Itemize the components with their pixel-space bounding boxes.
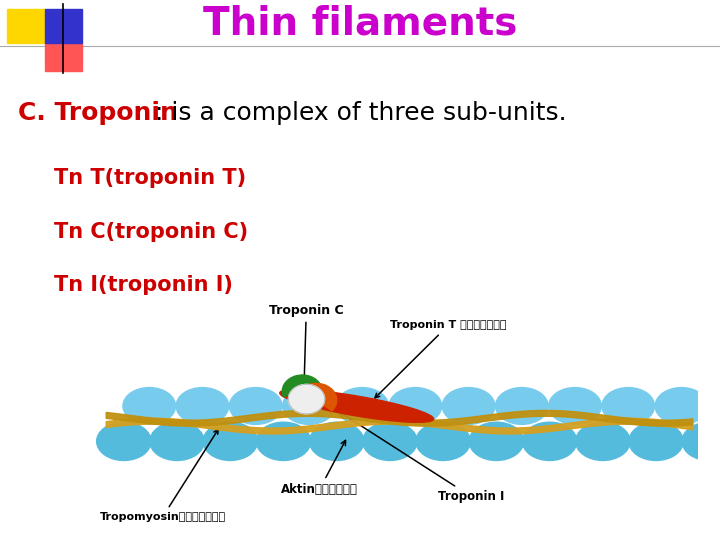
Ellipse shape bbox=[96, 422, 151, 461]
Ellipse shape bbox=[256, 422, 311, 461]
Ellipse shape bbox=[282, 388, 336, 424]
Ellipse shape bbox=[682, 422, 720, 461]
Ellipse shape bbox=[469, 422, 523, 461]
Text: Troponin C: Troponin C bbox=[269, 303, 343, 380]
Ellipse shape bbox=[549, 388, 601, 424]
Text: Troponin T （肌钒蛋白ｉ）: Troponin T （肌钒蛋白ｉ） bbox=[375, 320, 506, 398]
Wedge shape bbox=[282, 375, 321, 397]
Ellipse shape bbox=[123, 388, 176, 424]
Text: Tropomyosin（原肌球蛋白）: Tropomyosin（原肌球蛋白） bbox=[99, 429, 226, 522]
Text: C. Troponin: C. Troponin bbox=[18, 101, 178, 125]
Ellipse shape bbox=[495, 388, 548, 424]
Ellipse shape bbox=[523, 422, 577, 461]
Bar bbox=[45, 9, 82, 43]
Wedge shape bbox=[297, 383, 337, 411]
Ellipse shape bbox=[310, 422, 364, 461]
Ellipse shape bbox=[575, 422, 630, 461]
Ellipse shape bbox=[655, 388, 708, 424]
Ellipse shape bbox=[602, 388, 654, 424]
Ellipse shape bbox=[363, 422, 417, 461]
Bar bbox=[45, 43, 82, 71]
Ellipse shape bbox=[442, 388, 495, 424]
Text: Thin filaments: Thin filaments bbox=[203, 5, 517, 43]
Text: Tn I(troponin I): Tn I(troponin I) bbox=[54, 275, 233, 295]
Ellipse shape bbox=[389, 388, 441, 424]
Ellipse shape bbox=[176, 388, 229, 424]
Ellipse shape bbox=[629, 422, 683, 461]
Bar bbox=[7, 9, 45, 43]
Text: : is a complex of three sub-units.: : is a complex of three sub-units. bbox=[155, 101, 567, 125]
Ellipse shape bbox=[150, 422, 204, 461]
Text: Aktin（肌动蛋白）: Aktin（肌动蛋白） bbox=[281, 441, 358, 496]
Ellipse shape bbox=[203, 422, 258, 461]
Text: Troponin I: Troponin I bbox=[339, 412, 505, 503]
Text: Tn T(troponin T): Tn T(troponin T) bbox=[54, 168, 246, 188]
Ellipse shape bbox=[336, 388, 389, 424]
Ellipse shape bbox=[230, 388, 282, 424]
Ellipse shape bbox=[416, 422, 470, 461]
Ellipse shape bbox=[280, 389, 433, 422]
Text: Tn C(troponin C): Tn C(troponin C) bbox=[54, 221, 248, 242]
Circle shape bbox=[288, 384, 325, 414]
